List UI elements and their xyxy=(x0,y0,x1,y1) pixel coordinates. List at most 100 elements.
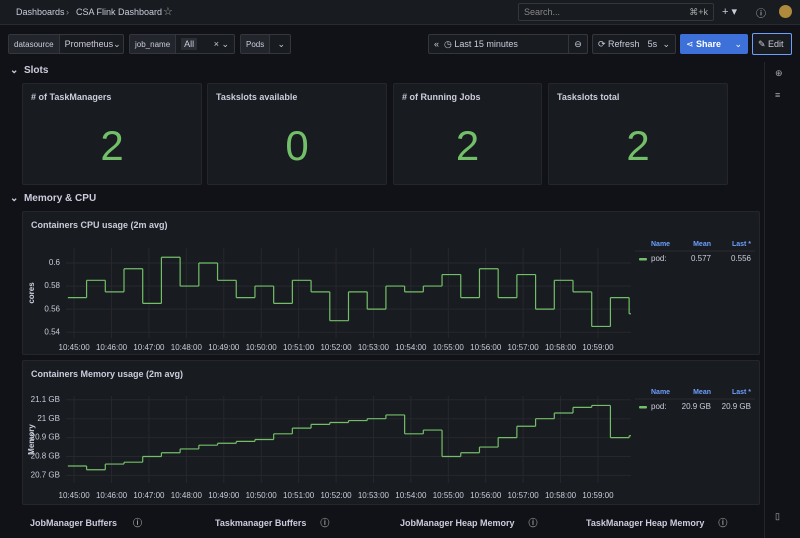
breadcrumb[interactable]: Dashboards xyxy=(16,7,65,17)
x-tick-label: 10:55:00 xyxy=(433,491,465,500)
legend-mean: 0.577 xyxy=(691,254,712,263)
share-button[interactable]: ⋖ Share ⌄ xyxy=(680,34,748,54)
star-icon[interactable]: ☆ xyxy=(163,6,173,18)
variable[interactable]: Pods ⌄ xyxy=(240,34,291,54)
panel-title: Containers Memory usage (2m avg) xyxy=(31,369,184,379)
stat-value: 2 xyxy=(455,122,480,169)
x-tick-label: 10:54:00 xyxy=(395,491,427,500)
icon[interactable]: ▯ xyxy=(775,511,780,521)
legend-last: 0.556 xyxy=(731,254,752,263)
x-tick-label: 10:50:00 xyxy=(246,343,278,352)
info-icon: ⓘ xyxy=(320,518,330,528)
variable-value: Prometheus xyxy=(64,39,114,49)
x-tick-label: 10:51:00 xyxy=(283,491,315,500)
avatar[interactable] xyxy=(779,5,792,18)
x-tick-label: 10:48:00 xyxy=(171,343,203,352)
chevron: ⌄ xyxy=(10,65,24,76)
x-tick-label: 10:49:00 xyxy=(208,343,240,352)
chart: 20.7 GB 20.8 GB 20.9 GB 21 GB 21.1 GB 10:45:0… xyxy=(27,389,755,500)
time-range: Last 15 minutes xyxy=(454,39,518,49)
x-tick-label: 10:45:00 xyxy=(59,343,91,352)
y-tick-label: 20.8 GB xyxy=(31,452,60,461)
x-tick-label: 10:46:00 xyxy=(96,343,128,352)
variable-label: job_name xyxy=(130,35,177,53)
x-tick-label: 10:49:00 xyxy=(208,491,240,500)
x-tick-label: 10:51:00 xyxy=(283,343,315,352)
stat-value: 2 xyxy=(626,122,650,169)
x-tick-label: 10:58:00 xyxy=(545,491,577,500)
share-label: Share xyxy=(696,39,722,49)
side-toolbar: ⊕ ≡ ▯ xyxy=(764,62,800,538)
x-tick-label: 10:58:00 xyxy=(545,343,577,352)
icon[interactable]: ⊕ xyxy=(775,68,783,78)
search-box[interactable]: Search... ⌘+k xyxy=(518,3,714,21)
legend-name: pod: xyxy=(651,402,667,411)
x-tick-label: 10:47:00 xyxy=(133,343,165,352)
variable[interactable]: datasource Prometheus ⌄ xyxy=(8,34,124,54)
row-title: Memory & CPU xyxy=(23,193,97,204)
y-tick-label: 0.6 xyxy=(49,258,61,267)
zoom-out[interactable]: ⊖ xyxy=(568,34,588,54)
icon[interactable]: ≡ xyxy=(775,90,781,100)
variable[interactable]: job_name All × ⌄ xyxy=(129,34,235,54)
caret: ⌄ xyxy=(113,38,121,49)
x-tick-label: 10:45:00 xyxy=(59,491,91,500)
legend-header: Mean xyxy=(693,389,711,396)
stat-panel: # of Running Jobs 2 xyxy=(393,83,542,185)
panel-title: TaskManager Heap Memory ⓘ xyxy=(586,516,727,529)
legend-header: Name xyxy=(651,241,670,248)
edit-button[interactable]: ✎ Edit xyxy=(752,33,792,55)
y-tick-label: 0.58 xyxy=(44,281,60,290)
stat-panel: Taskslots total 2 xyxy=(548,83,728,185)
legend-mean: 20.9 GB xyxy=(682,402,711,411)
time-picker[interactable]: « ◷ Last 15 minutes⌄ » xyxy=(428,34,588,54)
add-icon[interactable]: + ▾ xyxy=(722,6,738,18)
shortcut: ⌘+k xyxy=(689,6,708,17)
y-tick-label: 21 GB xyxy=(37,414,60,423)
x-tick-label: 10:52:00 xyxy=(320,343,352,352)
row-header[interactable]: ⌄ Slots xyxy=(10,65,48,76)
panel-title: # of TaskManagers xyxy=(31,92,112,102)
stat-panel: # of TaskManagers 2 xyxy=(22,83,202,185)
y-tick-label: 21.1 GB xyxy=(31,395,60,404)
icon: ⋖ xyxy=(686,38,697,49)
row-header[interactable]: ⌄ Memory & CPU xyxy=(10,193,96,204)
legend-last: 20.9 GB xyxy=(722,402,751,411)
chart-panel: Containers CPU usage (2m avg) 0.54 0.56 0.… xyxy=(22,211,760,355)
refresh[interactable]: ⟳ Refresh 5s ⌄ xyxy=(592,34,676,54)
y-axis-label: cores xyxy=(27,282,36,304)
x-tick-label: 10:50:00 xyxy=(246,491,278,500)
icon: ⟳ xyxy=(598,38,609,49)
panel-title: Taskslots total xyxy=(557,92,620,102)
help-icon[interactable]: ⓘ xyxy=(756,9,766,20)
x-tick-label: 10:56:00 xyxy=(470,343,502,352)
bottom-title: JobManager Buffers xyxy=(30,518,118,528)
interval: 5s xyxy=(647,39,658,49)
info-icon: ⓘ xyxy=(718,518,728,528)
top-bar: Dashboards › CSA Flink Dashboard ☆ Searc… xyxy=(0,0,800,25)
stat-value: 2 xyxy=(100,122,124,169)
caret: ⌄ xyxy=(662,38,670,49)
separator: › xyxy=(66,7,69,17)
variable-label: Pods xyxy=(241,35,271,53)
legend-swatch xyxy=(639,406,647,409)
y-tick-label: 20.9 GB xyxy=(31,433,60,442)
legend-header: Mean xyxy=(693,241,711,248)
search-placeholder: Search... xyxy=(524,7,561,17)
x-tick-label: 10:47:00 xyxy=(133,491,165,500)
panel-title: Taskslots available xyxy=(216,92,298,102)
icon: « ◷ xyxy=(434,38,455,49)
y-tick-label: 20.7 GB xyxy=(31,471,60,480)
panel-title: # of Running Jobs xyxy=(402,92,481,102)
legend-swatch xyxy=(639,258,647,261)
stat-panel: Taskslots available 0 xyxy=(207,83,387,185)
breadcrumb: CSA Flink Dashboard xyxy=(76,7,163,17)
legend-header: Last * xyxy=(732,389,751,396)
caret: × ⌄ xyxy=(213,38,229,49)
x-tick-label: 10:48:00 xyxy=(171,491,203,500)
bottom-title: Taskmanager Buffers xyxy=(215,518,307,528)
x-tick-label: 10:53:00 xyxy=(358,491,390,500)
x-tick-label: 10:53:00 xyxy=(358,343,390,352)
legend-header: Last * xyxy=(732,241,751,248)
